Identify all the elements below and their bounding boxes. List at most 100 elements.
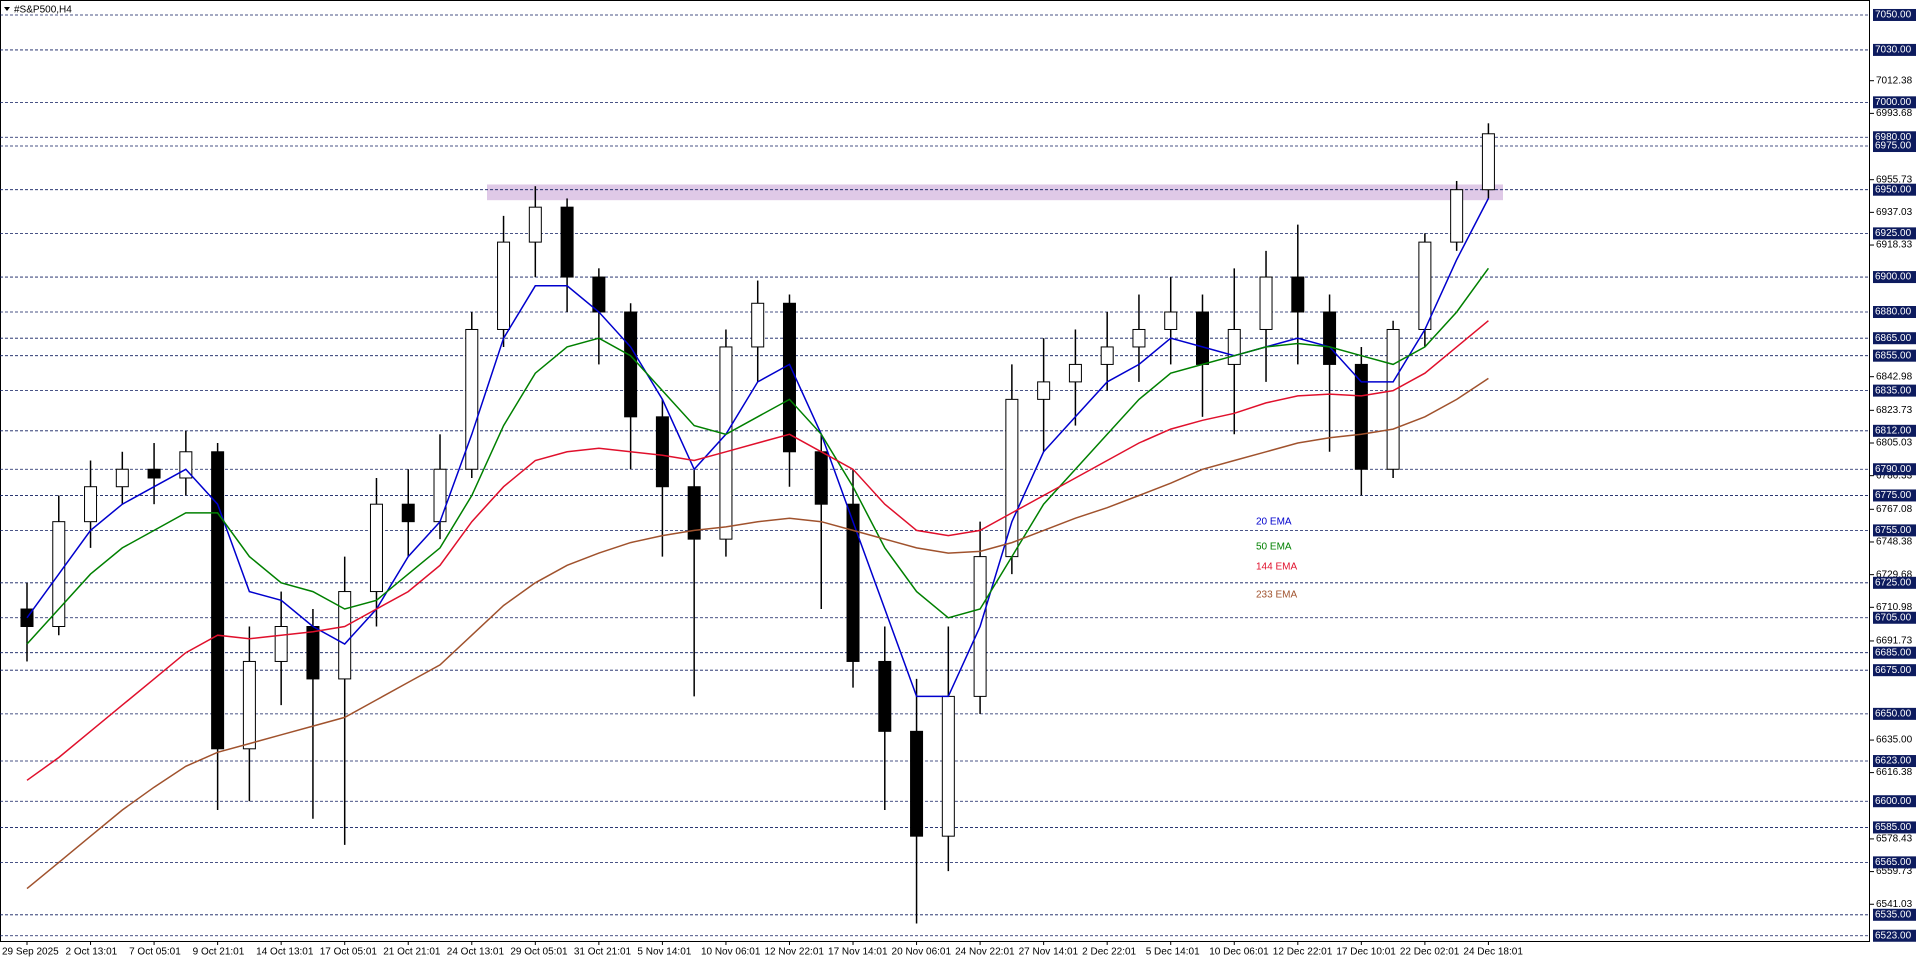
y-tick-label: 6710.98 xyxy=(1876,602,1913,613)
level-label-box xyxy=(1873,227,1916,240)
y-tick-label: 7012.38 xyxy=(1876,75,1913,86)
level-label: 6600.00 xyxy=(1875,796,1912,807)
x-tick-label: 27 Nov 14:01 xyxy=(1019,947,1079,958)
x-tick-label: 21 Oct 21:01 xyxy=(383,947,441,958)
level-label-box xyxy=(1873,795,1916,808)
level-label-box xyxy=(1873,524,1916,537)
x-tick-label: 29 Sep 2025 xyxy=(2,947,59,958)
level-label-box xyxy=(1873,929,1916,942)
candle-body xyxy=(147,468,161,479)
candle-body xyxy=(846,503,860,662)
candle-body xyxy=(719,346,733,540)
level-label: 6975.00 xyxy=(1875,141,1912,152)
x-tick-label: 12 Nov 22:01 xyxy=(764,947,824,958)
x-tick-label: 20 Nov 06:01 xyxy=(892,947,952,958)
ema-line xyxy=(26,267,1490,645)
candle-body xyxy=(878,660,892,732)
level-label-box xyxy=(1873,271,1916,284)
plot-frame xyxy=(0,0,1870,942)
x-tick-label: 22 Dec 02:01 xyxy=(1400,947,1460,958)
level-label-box xyxy=(1873,424,1916,437)
legend-entry: 20 EMA xyxy=(1256,517,1292,528)
level-label: 6950.00 xyxy=(1875,184,1912,195)
candle-body xyxy=(1068,363,1082,383)
level-label: 6565.00 xyxy=(1875,857,1912,868)
candle-body xyxy=(1100,346,1114,365)
candle-body xyxy=(1291,276,1305,313)
level-label: 6900.00 xyxy=(1875,272,1912,283)
candle-body xyxy=(1132,328,1146,348)
candle-body xyxy=(1481,133,1495,191)
candle-body xyxy=(1323,311,1337,365)
y-tick-label: 6616.38 xyxy=(1876,767,1913,778)
x-tick-label: 10 Dec 06:01 xyxy=(1209,947,1269,958)
chart-title: #S&P500,H4 xyxy=(14,5,72,16)
y-tick-label: 6786.33 xyxy=(1876,470,1913,481)
candle-body xyxy=(655,416,669,488)
level-label: 7000.00 xyxy=(1875,97,1912,108)
x-tick-label: 10 Nov 06:01 xyxy=(701,947,761,958)
level-label: 6980.00 xyxy=(1875,132,1912,143)
level-label: 6685.00 xyxy=(1875,647,1912,658)
candle-body xyxy=(1418,241,1432,330)
level-label-box xyxy=(1873,96,1916,109)
candle-body xyxy=(1354,363,1368,470)
level-label-box xyxy=(1873,707,1916,720)
candle-body xyxy=(1005,398,1019,558)
level-label: 6725.00 xyxy=(1875,577,1912,588)
candle-body xyxy=(115,468,129,488)
x-tick-label: 2 Oct 13:01 xyxy=(66,947,118,958)
level-label: 6755.00 xyxy=(1875,525,1912,536)
level-label: 7050.00 xyxy=(1875,10,1912,21)
y-tick-label: 6559.73 xyxy=(1876,866,1913,877)
candle-body xyxy=(1195,311,1209,365)
ema-line xyxy=(26,320,1489,781)
candle-body xyxy=(274,626,288,662)
level-label: 6623.00 xyxy=(1875,756,1912,767)
y-tick-label: 6918.33 xyxy=(1876,240,1913,251)
level-label: 6705.00 xyxy=(1875,612,1912,623)
x-tick-label: 29 Oct 05:01 xyxy=(510,947,568,958)
candle-body xyxy=(338,591,352,680)
level-label-box xyxy=(1873,755,1916,768)
candle-body xyxy=(433,468,447,523)
y-tick-label: 6842.98 xyxy=(1876,371,1913,382)
candle-body xyxy=(782,302,796,453)
level-label-box xyxy=(1873,43,1916,56)
level-label: 6865.00 xyxy=(1875,333,1912,344)
level-label: 6775.00 xyxy=(1875,490,1912,501)
y-tick-label: 6635.00 xyxy=(1876,735,1913,746)
resistance-zone xyxy=(487,184,1503,201)
y-tick-label: 6955.73 xyxy=(1876,174,1913,185)
level-label: 6812.00 xyxy=(1875,425,1912,436)
x-tick-label: 17 Nov 14:01 xyxy=(828,947,888,958)
level-label-box xyxy=(1873,8,1916,21)
level-label: 7030.00 xyxy=(1875,45,1912,56)
y-tick-label: 6541.03 xyxy=(1876,899,1913,910)
candle-body xyxy=(814,451,828,505)
y-tick-label: 6937.03 xyxy=(1876,207,1913,218)
y-tick-label: 6767.08 xyxy=(1876,504,1913,515)
level-label-box xyxy=(1873,611,1916,624)
candle-body xyxy=(497,241,511,330)
level-label-box xyxy=(1873,463,1916,476)
level-label-box xyxy=(1873,349,1916,362)
level-label: 6535.00 xyxy=(1875,909,1912,920)
level-label-box xyxy=(1873,821,1916,834)
level-label: 6855.00 xyxy=(1875,350,1912,361)
level-label-box xyxy=(1873,384,1916,397)
level-label-box xyxy=(1873,489,1916,502)
x-tick-label: 7 Oct 05:01 xyxy=(129,947,181,958)
candle-body xyxy=(687,486,701,540)
x-tick-label: 12 Dec 22:01 xyxy=(1273,947,1333,958)
x-tick-label: 24 Dec 18:01 xyxy=(1463,947,1523,958)
y-tick-label: 6993.68 xyxy=(1876,108,1913,119)
candle-body xyxy=(592,276,606,313)
candle-body xyxy=(369,503,383,593)
candle-body xyxy=(84,486,98,523)
level-label: 6925.00 xyxy=(1875,228,1912,239)
level-label-box xyxy=(1873,646,1916,659)
y-tick-label: 6729.68 xyxy=(1876,569,1913,580)
